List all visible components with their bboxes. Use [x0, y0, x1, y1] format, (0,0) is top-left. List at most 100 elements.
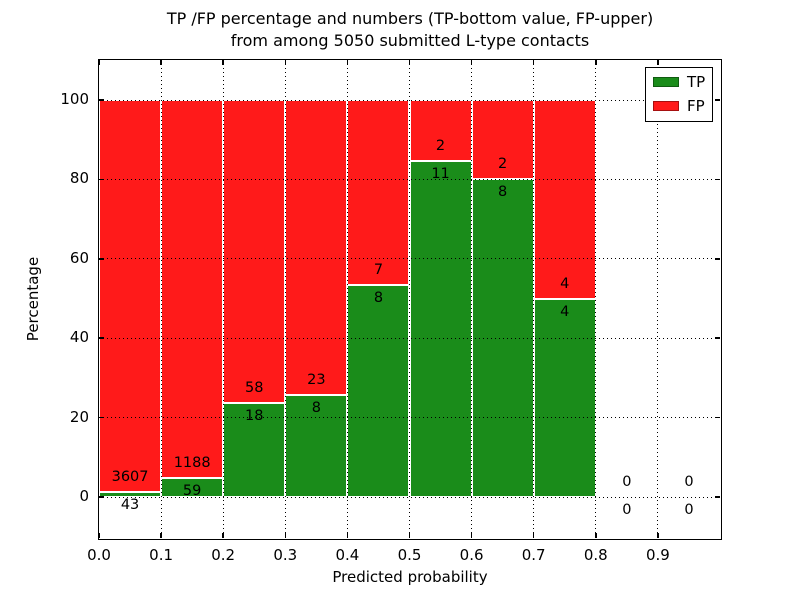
bar-segment-tp [223, 403, 286, 497]
x-tick-mark-bottom [408, 533, 411, 538]
x-tick-mark-top [346, 60, 349, 65]
x-tick-mark-top [98, 60, 100, 65]
y-tick-mark-left [99, 258, 104, 260]
plot-inner: TP FP 0.0 0.1 0.2 0.3 0.4 0.5 0.6 0.7 0.8 0.9 0 20 40… [60, 60, 720, 564]
y-tick-label: 100 [60, 90, 89, 108]
chart-title: TP /FP percentage and numbers (TP-bottom… [167, 8, 653, 52]
bar-fp-count-label: 2 [435, 138, 446, 155]
legend: TP FP [645, 67, 713, 122]
y-tick-mark-right [715, 416, 720, 419]
bar-tp-count-label: 11 [431, 166, 450, 183]
y-tick-label: 60 [69, 248, 89, 267]
gridline-vertical [346, 60, 348, 538]
x-tick-mark-top [160, 60, 162, 65]
bar-fp-count-label: 7 [373, 262, 384, 279]
x-tick-mark-top [595, 60, 597, 65]
x-tick-mark-bottom [346, 533, 349, 538]
y-tick-label: 0 [79, 487, 89, 505]
x-tick-mark-bottom [284, 533, 287, 538]
x-tick-mark-bottom [98, 533, 100, 538]
gridline-vertical [222, 60, 224, 538]
plot-area: TP FP 0.0 0.1 0.2 0.3 0.4 0.5 0.6 0.7 0.8 0.9 0 20 40… [60, 59, 722, 564]
bar-tp-count-label: 18 [245, 407, 264, 424]
bar-fp-count-label: 0 [684, 474, 694, 490]
bar-segment-tp [533, 298, 596, 497]
x-tick-mark-bottom [222, 533, 224, 538]
y-tick-mark-right [715, 496, 720, 498]
x-tick-label: 0.3 [273, 546, 298, 564]
bar-segment-tp [347, 285, 410, 497]
x-tick-mark-bottom [160, 533, 162, 538]
gridline-vertical [533, 60, 535, 538]
x-tick-mark-bottom [595, 533, 597, 538]
bar-segment-fp [285, 100, 348, 395]
bar-fp-count-label: 2 [498, 156, 508, 173]
x-tick-label: 0.6 [459, 546, 484, 564]
gridline-vertical [471, 60, 473, 538]
bar-fp-count-label: 23 [307, 371, 326, 388]
x-tick-mark-top [657, 60, 659, 65]
chart-title-line1: TP /FP percentage and numbers (TP-bottom… [166, 9, 654, 28]
bar-fp-count-label: 3607 [111, 469, 149, 486]
bar-tp-count-label: 59 [182, 483, 202, 500]
x-tick-mark-top [470, 60, 473, 65]
x-tick-mark-top [532, 60, 535, 65]
y-tick-mark-left [99, 337, 104, 339]
x-tick-label: 0.7 [521, 546, 546, 564]
gridline-vertical [657, 60, 659, 538]
y-tick-mark-left [99, 416, 104, 419]
y-tick-label: 20 [69, 407, 89, 426]
bar-fp-count-label: 4 [560, 275, 570, 292]
gridline-vertical [595, 60, 597, 538]
y-tick-mark-right [715, 178, 720, 181]
y-tick-mark-left [99, 178, 104, 181]
x-tick-label: 0.0 [87, 546, 111, 564]
gridline-vertical [284, 60, 286, 538]
legend-label-tp: TP [687, 73, 706, 91]
legend-label-fp: FP [687, 97, 705, 115]
bar-tp-count-label: 8 [498, 184, 508, 201]
bar-fp-count-label: 58 [245, 379, 264, 396]
x-tick-label: 0.1 [149, 546, 174, 564]
x-tick-label: 0.2 [211, 546, 236, 564]
x-tick-mark-bottom [470, 533, 473, 538]
bar-fp-count-label: 0 [622, 474, 632, 490]
bar-fp-count-label: 1188 [173, 455, 211, 472]
x-tick-mark-top [222, 60, 224, 65]
y-tick-mark-left [99, 99, 104, 101]
bar-segment-fp [347, 100, 410, 286]
y-tick-label: 40 [69, 328, 89, 347]
bar-tp-count-label: 8 [311, 399, 321, 416]
bar-segment-fp [161, 100, 224, 479]
y-axis-label: Percentage [24, 256, 42, 342]
y-tick-mark-left [99, 496, 104, 498]
y-tick-mark-right [715, 99, 720, 101]
legend-item-fp: FP [653, 97, 705, 115]
bar-segment-fp [409, 100, 472, 162]
legend-item-tp: TP [653, 73, 705, 91]
x-tick-mark-top [408, 60, 411, 65]
bar-tp-count-label: 0 [684, 502, 694, 518]
bar-tp-count-label: 0 [622, 502, 632, 518]
x-tick-mark-top [284, 60, 287, 65]
x-tick-label: 0.4 [335, 546, 360, 564]
bar-segment-tp [285, 394, 348, 497]
x-tick-label: 0.9 [645, 546, 670, 564]
chart-title-line2: from among 5050 submitted L-type contact… [230, 31, 590, 50]
bar-segment-tp [409, 161, 472, 497]
x-tick-label: 0.8 [583, 546, 608, 564]
x-tick-label: 0.5 [397, 546, 422, 564]
x-tick-mark-bottom [532, 533, 535, 538]
y-tick-label: 80 [69, 169, 89, 188]
bar-segment-fp [223, 100, 286, 403]
gridline-vertical [409, 60, 410, 538]
x-tick-mark-bottom [657, 533, 659, 538]
legend-swatch-tp [653, 77, 679, 87]
gridline-vertical [160, 60, 162, 538]
bar-tp-count-label: 43 [120, 497, 140, 514]
y-tick-mark-right [715, 258, 720, 260]
legend-swatch-fp [653, 101, 679, 111]
bar-tp-count-label: 4 [560, 303, 570, 320]
x-axis-label: Predicted probability [332, 568, 488, 586]
